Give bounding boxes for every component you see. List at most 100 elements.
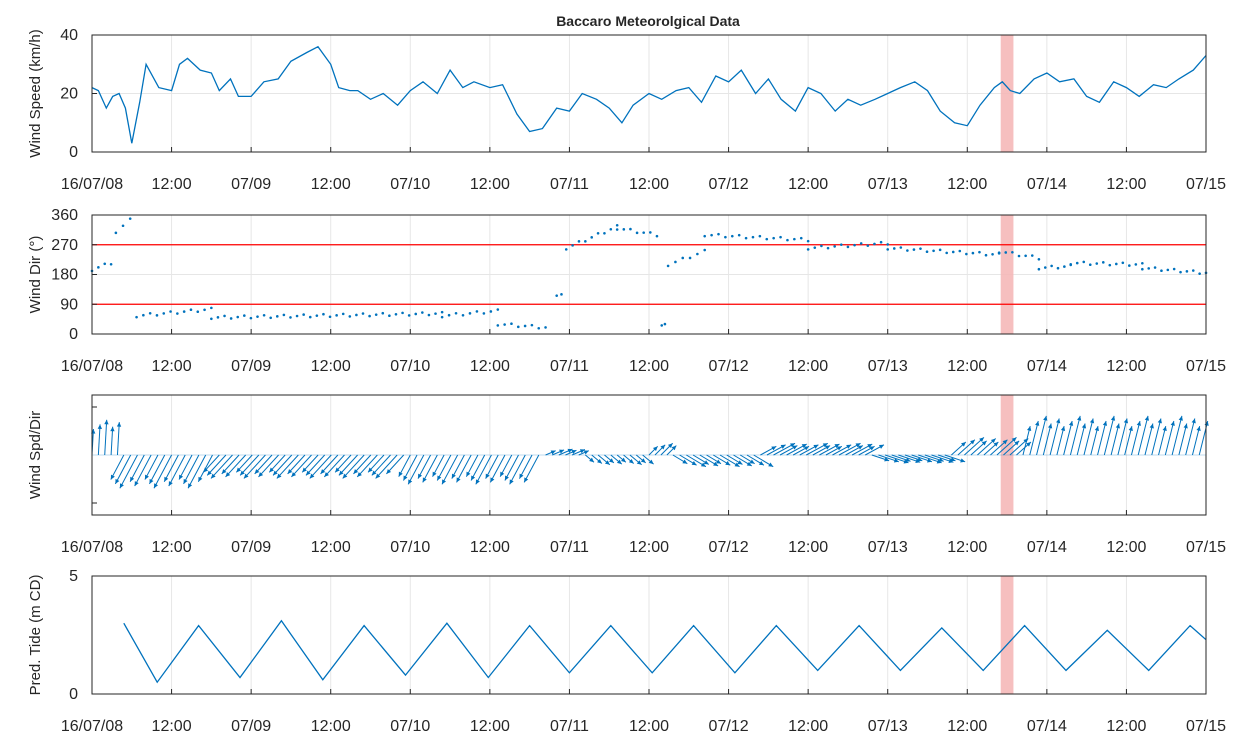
wind-vector-head — [203, 467, 209, 473]
wind-vector-head — [309, 473, 315, 479]
data-point — [730, 234, 734, 238]
data-point — [289, 316, 292, 319]
wind-vector-head — [441, 479, 447, 485]
data-point — [1095, 262, 1099, 265]
wind-vector-head — [1115, 423, 1120, 429]
wind-vector-head — [287, 469, 293, 474]
wind-vector-head — [609, 458, 614, 463]
y-tick-label: 40 — [60, 27, 78, 44]
wind-vector-head — [116, 422, 122, 427]
wind-vector-head — [1183, 423, 1188, 429]
data-point — [182, 310, 186, 313]
wind-vector — [1036, 415, 1047, 456]
wind-vector-head — [970, 439, 975, 445]
wind-vector-head — [981, 440, 987, 446]
data-point — [503, 323, 506, 326]
data-point — [560, 293, 563, 296]
wind-vector-head — [1123, 418, 1129, 424]
y-tick-label: 0 — [69, 326, 78, 343]
data-point — [1153, 266, 1157, 269]
data-point — [1063, 265, 1066, 268]
wind-vector — [116, 422, 120, 456]
x-tick-label: 12:00 — [788, 539, 828, 556]
data-point — [1160, 269, 1163, 272]
data-point — [544, 326, 547, 329]
data-point — [381, 311, 385, 315]
wind-vector-head — [771, 446, 777, 451]
wind-vector-head — [993, 441, 999, 447]
data-point — [663, 322, 667, 326]
wind-vector-head — [938, 457, 944, 462]
data-point — [886, 243, 890, 246]
wind-vector — [210, 454, 233, 479]
x-tick-label: 12:00 — [788, 176, 828, 193]
data-point — [674, 260, 677, 264]
data-point — [482, 312, 486, 315]
data-point — [236, 315, 240, 319]
wind-vector-head — [353, 469, 359, 474]
x-tick-label: 07/10 — [390, 718, 430, 735]
wind-vector-head — [305, 470, 311, 476]
data-point — [649, 231, 652, 234]
data-point — [447, 313, 451, 317]
data-point — [1115, 262, 1118, 266]
x-tick-label: 12:00 — [1106, 718, 1146, 735]
x-tick-label: 07/09 — [231, 539, 271, 556]
wind-vector-head — [342, 473, 348, 479]
data-point — [584, 240, 587, 243]
data-point — [765, 237, 769, 241]
data-point — [1050, 264, 1053, 268]
wind-vector — [403, 454, 418, 481]
wind-vector — [163, 454, 179, 482]
wind-vector-head — [115, 478, 120, 484]
data-point — [322, 312, 325, 316]
data-point — [806, 248, 810, 251]
data-point — [169, 310, 172, 313]
data-point — [1185, 270, 1189, 273]
wind-vector-head — [168, 481, 173, 487]
wind-vector — [114, 454, 132, 485]
wind-vector-head — [386, 469, 392, 474]
data-point — [308, 315, 312, 319]
wind-vector — [342, 454, 365, 479]
data-point — [1075, 261, 1079, 265]
wind-vector-head — [1196, 426, 1201, 431]
x-tick-label: 07/11 — [550, 539, 589, 556]
x-tick-label: 07/12 — [709, 539, 749, 556]
wind-vector-head — [225, 472, 231, 477]
x-tick-label: 12:00 — [311, 718, 351, 735]
wind-vector-head — [240, 470, 245, 476]
data-point — [421, 311, 424, 314]
wind-vector — [272, 454, 293, 476]
wind-vector — [436, 454, 452, 481]
data-point — [176, 312, 179, 315]
x-tick-label: 07/10 — [390, 539, 430, 556]
data-point — [813, 246, 817, 249]
wind-vector-head — [1204, 421, 1209, 426]
x-tick-label: 12:00 — [629, 718, 669, 735]
wind-vector-head — [1011, 437, 1017, 443]
wind-vector-head — [273, 470, 278, 476]
wind-vector — [309, 454, 332, 479]
wind-vector-head — [371, 470, 377, 476]
data-point — [341, 312, 345, 316]
wind-vector — [523, 454, 540, 483]
wind-vector-head — [620, 457, 626, 463]
data-point — [688, 256, 692, 260]
wind-vector-head — [834, 444, 840, 449]
data-point — [496, 308, 500, 311]
wind-vector — [110, 454, 125, 480]
data-point — [282, 313, 286, 317]
x-tick-label: 07/12 — [709, 718, 749, 735]
wind-vector-head — [368, 467, 373, 473]
data-point — [724, 235, 727, 239]
wind-vector-head — [667, 443, 673, 448]
wind-vector-head — [836, 446, 842, 451]
x-tick-label: 07/09 — [231, 176, 271, 193]
wind-vector — [1063, 420, 1073, 456]
wind-vector-head — [221, 469, 227, 474]
highlight-band — [1000, 215, 1014, 334]
highlight-band — [1000, 35, 1014, 152]
wind-vector-head — [559, 449, 565, 454]
